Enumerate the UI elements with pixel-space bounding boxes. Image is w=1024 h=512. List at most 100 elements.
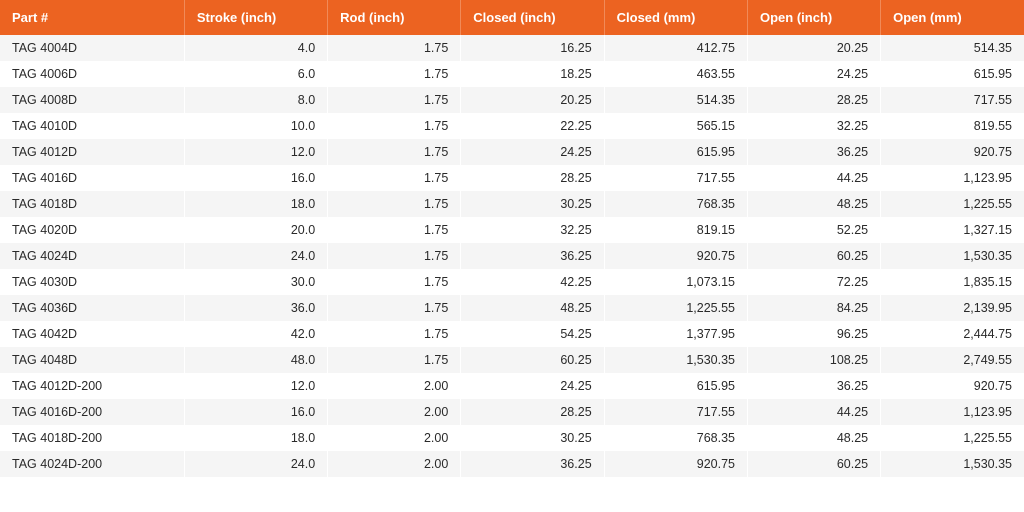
part-number-cell: TAG 4010D [0,113,184,139]
value-cell: 768.35 [604,425,747,451]
part-number-cell: TAG 4020D [0,217,184,243]
value-cell: 1.75 [328,35,461,61]
value-cell: 2.00 [328,425,461,451]
value-cell: 96.25 [748,321,881,347]
value-cell: 920.75 [604,243,747,269]
column-header: Open (inch) [748,0,881,35]
value-cell: 30.0 [184,269,327,295]
value-cell: 24.25 [461,373,604,399]
value-cell: 44.25 [748,165,881,191]
value-cell: 42.0 [184,321,327,347]
part-number-cell: TAG 4024D-200 [0,451,184,477]
value-cell: 48.25 [748,425,881,451]
value-cell: 1,073.15 [604,269,747,295]
column-header: Part # [0,0,184,35]
value-cell: 1.75 [328,113,461,139]
value-cell: 20.25 [461,87,604,113]
part-number-cell: TAG 4004D [0,35,184,61]
value-cell: 1,530.35 [881,243,1024,269]
column-header: Open (mm) [881,0,1024,35]
part-number-cell: TAG 4030D [0,269,184,295]
value-cell: 18.0 [184,191,327,217]
value-cell: 2,139.95 [881,295,1024,321]
value-cell: 2.00 [328,399,461,425]
value-cell: 22.25 [461,113,604,139]
table-row: TAG 4012D-20012.02.0024.25615.9536.25920… [0,373,1024,399]
table-row: TAG 4024D-20024.02.0036.25920.7560.251,5… [0,451,1024,477]
table-row: TAG 4010D10.01.7522.25565.1532.25819.55 [0,113,1024,139]
value-cell: 20.0 [184,217,327,243]
value-cell: 565.15 [604,113,747,139]
part-number-cell: TAG 4008D [0,87,184,113]
value-cell: 2.00 [328,373,461,399]
value-cell: 412.75 [604,35,747,61]
value-cell: 1,225.55 [604,295,747,321]
value-cell: 28.25 [461,165,604,191]
value-cell: 36.25 [461,243,604,269]
part-number-cell: TAG 4048D [0,347,184,373]
value-cell: 1.75 [328,191,461,217]
value-cell: 717.55 [604,165,747,191]
value-cell: 72.25 [748,269,881,295]
spec-table: Part #Stroke (inch)Rod (inch)Closed (inc… [0,0,1024,477]
part-number-cell: TAG 4024D [0,243,184,269]
value-cell: 920.75 [881,139,1024,165]
value-cell: 32.25 [748,113,881,139]
value-cell: 36.25 [461,451,604,477]
value-cell: 48.25 [461,295,604,321]
column-header: Closed (mm) [604,0,747,35]
part-number-cell: TAG 4042D [0,321,184,347]
value-cell: 44.25 [748,399,881,425]
value-cell: 10.0 [184,113,327,139]
value-cell: 28.25 [461,399,604,425]
value-cell: 463.55 [604,61,747,87]
table-row: TAG 4012D12.01.7524.25615.9536.25920.75 [0,139,1024,165]
value-cell: 1,377.95 [604,321,747,347]
value-cell: 1.75 [328,61,461,87]
value-cell: 1.75 [328,295,461,321]
value-cell: 717.55 [881,87,1024,113]
value-cell: 4.0 [184,35,327,61]
value-cell: 514.35 [881,35,1024,61]
value-cell: 60.25 [461,347,604,373]
value-cell: 12.0 [184,373,327,399]
part-number-cell: TAG 4016D-200 [0,399,184,425]
column-header: Rod (inch) [328,0,461,35]
value-cell: 24.0 [184,451,327,477]
table-row: TAG 4020D20.01.7532.25819.1552.251,327.1… [0,217,1024,243]
value-cell: 12.0 [184,139,327,165]
value-cell: 717.55 [604,399,747,425]
part-number-cell: TAG 4018D [0,191,184,217]
table-row: TAG 4018D-20018.02.0030.25768.3548.251,2… [0,425,1024,451]
value-cell: 1,835.15 [881,269,1024,295]
value-cell: 8.0 [184,87,327,113]
table-row: TAG 4042D42.01.7554.251,377.9596.252,444… [0,321,1024,347]
value-cell: 30.25 [461,425,604,451]
value-cell: 6.0 [184,61,327,87]
table-row: TAG 4008D8.01.7520.25514.3528.25717.55 [0,87,1024,113]
table-row: TAG 4018D18.01.7530.25768.3548.251,225.5… [0,191,1024,217]
value-cell: 1,225.55 [881,191,1024,217]
table-row: TAG 4030D30.01.7542.251,073.1572.251,835… [0,269,1024,295]
value-cell: 768.35 [604,191,747,217]
value-cell: 30.25 [461,191,604,217]
value-cell: 84.25 [748,295,881,321]
value-cell: 1,327.15 [881,217,1024,243]
part-number-cell: TAG 4018D-200 [0,425,184,451]
table-row: TAG 4036D36.01.7548.251,225.5584.252,139… [0,295,1024,321]
value-cell: 1.75 [328,269,461,295]
value-cell: 16.0 [184,399,327,425]
value-cell: 18.0 [184,425,327,451]
value-cell: 54.25 [461,321,604,347]
value-cell: 1.75 [328,321,461,347]
part-number-cell: TAG 4012D [0,139,184,165]
value-cell: 1.75 [328,139,461,165]
value-cell: 18.25 [461,61,604,87]
value-cell: 1.75 [328,165,461,191]
value-cell: 42.25 [461,269,604,295]
value-cell: 52.25 [748,217,881,243]
value-cell: 32.25 [461,217,604,243]
table-body: TAG 4004D4.01.7516.25412.7520.25514.35TA… [0,35,1024,477]
part-number-cell: TAG 4012D-200 [0,373,184,399]
part-number-cell: TAG 4006D [0,61,184,87]
